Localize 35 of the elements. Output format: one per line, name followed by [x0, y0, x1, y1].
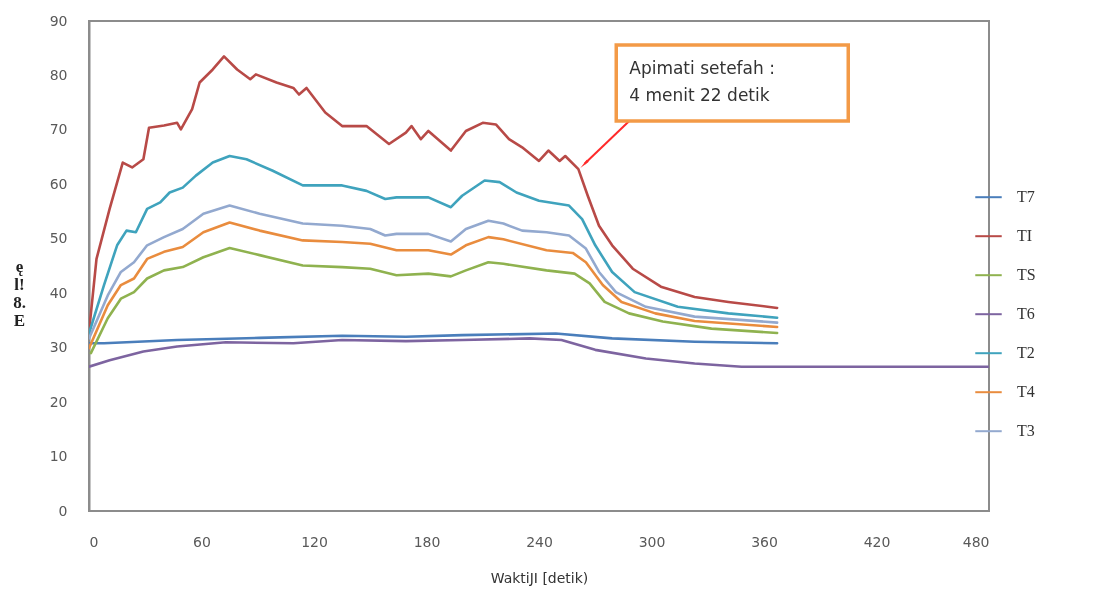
line-series — [89, 337, 989, 369]
y-tick-label: 0 — [58, 502, 68, 519]
x-axis-title: WaktiJI [detik) — [490, 569, 589, 586]
y-tick-label: 10 — [49, 448, 68, 465]
y-tick-label: 20 — [49, 393, 68, 410]
legend-label: TI — [1017, 227, 1033, 245]
line-series — [89, 154, 779, 335]
line-series — [89, 204, 779, 340]
legend-label: T7 — [1017, 188, 1035, 206]
y-axis-title: ę l! 8. E — [13, 256, 26, 330]
x-tick-label: 360 — [751, 533, 778, 550]
x-tick-label: 60 — [193, 533, 211, 550]
line-series — [89, 332, 779, 345]
annotation: Apimati setefah : 4 menit 22 detik — [629, 58, 775, 105]
line-series — [89, 221, 779, 350]
line-series — [89, 246, 779, 355]
y-tick-label: 70 — [49, 121, 68, 138]
x-tick-label: 180 — [413, 533, 441, 550]
legend-label: T4 — [1017, 383, 1035, 401]
y-tick-label: 30 — [49, 339, 68, 356]
x-tick-label: 300 — [638, 533, 666, 550]
y-tick-label: 80 — [49, 66, 68, 83]
x-tick-label: 120 — [301, 533, 328, 550]
legend-label: T2 — [1017, 344, 1035, 362]
x-tick-label: 480 — [962, 533, 990, 550]
y-tick-label: 90 — [49, 12, 68, 29]
y-tick-label: 50 — [49, 230, 68, 247]
legend-label: TS — [1017, 266, 1036, 284]
y-tick-label: 60 — [49, 175, 68, 192]
legend-label: T6 — [1017, 305, 1035, 323]
y-tick-label: 40 — [49, 284, 68, 301]
x-tick-label: 240 — [526, 533, 553, 550]
x-tick-label: 420 — [863, 533, 891, 550]
legend-label: T3 — [1017, 422, 1035, 440]
x-tick-label: 0 — [89, 533, 99, 550]
